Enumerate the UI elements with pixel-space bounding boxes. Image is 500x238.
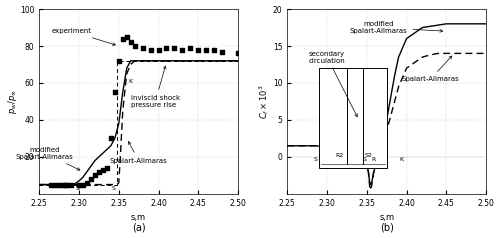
Text: inviscid shock
pressure rise: inviscid shock pressure rise	[130, 66, 180, 108]
Text: modified
Spalart-Allmaras: modified Spalart-Allmaras	[350, 21, 442, 34]
Text: (b): (b)	[380, 223, 394, 233]
Y-axis label: $p_w/p_\infty$: $p_w/p_\infty$	[6, 89, 18, 114]
Point	[170, 46, 178, 50]
Point	[63, 183, 71, 186]
Text: Spalart-Allmaras: Spalart-Allmaras	[110, 142, 168, 164]
Text: modified
Spalart-Allmaras: modified Spalart-Allmaras	[16, 147, 80, 170]
Point	[83, 181, 91, 185]
Text: experiment: experiment	[51, 28, 116, 45]
Point	[87, 177, 95, 181]
Point	[95, 170, 103, 174]
Text: K: K	[128, 79, 132, 84]
Point	[126, 40, 134, 44]
Y-axis label: $C_f \times 10^3$: $C_f \times 10^3$	[258, 84, 272, 119]
Point	[79, 183, 87, 186]
Point	[218, 50, 226, 54]
Point	[55, 183, 63, 186]
Point	[51, 183, 59, 186]
Point	[138, 46, 146, 50]
Point	[47, 183, 55, 186]
Text: S: S	[76, 186, 80, 191]
Point	[60, 183, 68, 186]
Point	[75, 183, 83, 186]
Point	[119, 37, 127, 40]
Point	[91, 174, 99, 177]
Text: Spalart-Allmaras: Spalart-Allmaras	[402, 56, 459, 82]
Text: R2: R2	[336, 153, 344, 158]
Text: S: S	[362, 157, 366, 162]
Point	[178, 48, 186, 52]
Bar	[319, 68, 386, 168]
Point	[146, 48, 154, 52]
Text: R: R	[371, 157, 376, 162]
Point	[122, 35, 130, 39]
Text: S: S	[313, 157, 317, 162]
Text: secondary
circulation: secondary circulation	[308, 51, 357, 117]
Point	[154, 48, 162, 52]
Text: S2: S2	[364, 153, 372, 158]
Point	[202, 48, 210, 52]
Point	[194, 48, 202, 52]
Point	[210, 48, 218, 52]
Point	[234, 51, 242, 55]
X-axis label: s,m: s,m	[379, 213, 394, 222]
Text: (a): (a)	[132, 223, 145, 233]
Point	[162, 46, 170, 50]
Point	[59, 183, 67, 186]
Point	[111, 90, 119, 94]
Text: S: S	[112, 186, 115, 191]
X-axis label: s,m: s,m	[131, 213, 146, 222]
Point	[130, 44, 138, 48]
Point	[99, 168, 107, 172]
Text: K: K	[400, 157, 404, 162]
Point	[186, 46, 194, 50]
Point	[115, 59, 123, 63]
Point	[67, 183, 75, 186]
Point	[107, 136, 115, 140]
Point	[103, 166, 111, 170]
